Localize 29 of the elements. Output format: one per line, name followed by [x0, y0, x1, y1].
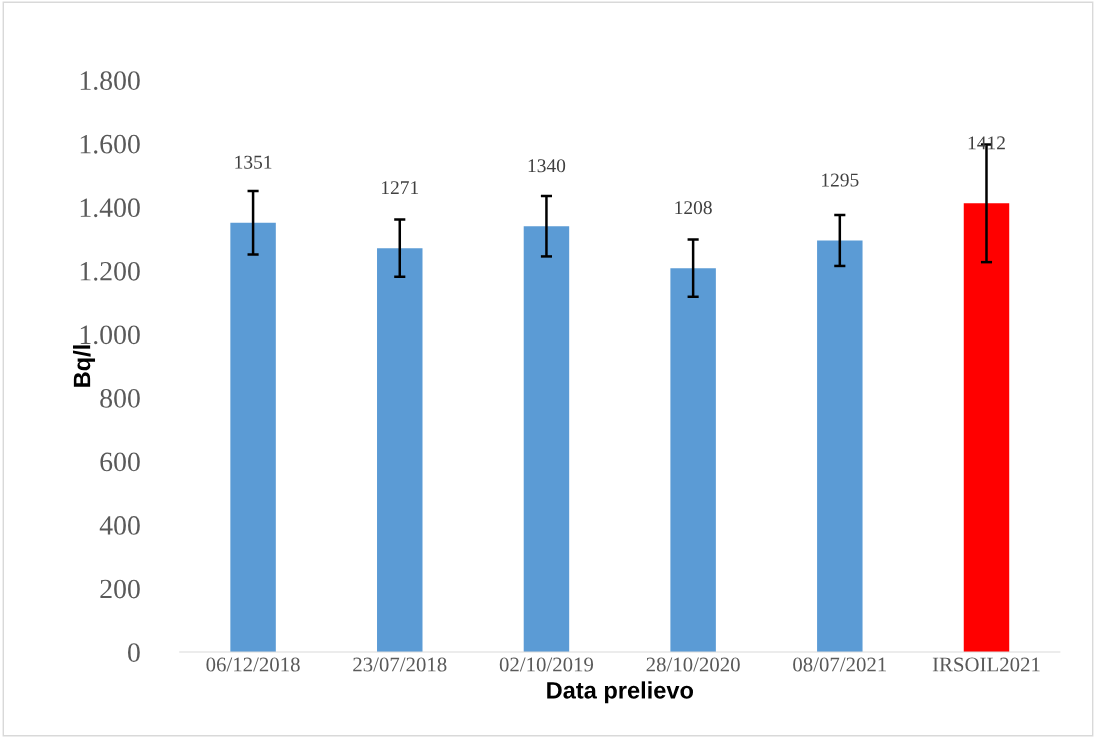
x-tick-label: 06/12/2018: [206, 657, 300, 672]
y-tick-label: 0: [128, 643, 140, 662]
x-tick-label: 02/10/2019: [499, 657, 594, 672]
y-tick-label: 1.200: [80, 261, 140, 281]
data-label: 1208: [675, 201, 712, 215]
bar: [670, 268, 716, 653]
x-tick-label: 28/10/2020: [646, 657, 740, 672]
data-label: 1295: [822, 173, 859, 187]
bar: [963, 203, 1010, 653]
y-axis-title: Bq/l: [73, 345, 96, 387]
y-tick-label: 1.000: [80, 325, 140, 345]
y-tick-label: 600: [100, 452, 140, 472]
bar: [377, 248, 423, 653]
y-tick-label: 1.600: [80, 134, 140, 154]
y-tick-label: 1.800: [80, 71, 140, 91]
y-tick-label: 800: [100, 388, 140, 408]
data-label: 1271: [382, 181, 419, 195]
bar: [230, 222, 276, 653]
x-tick-label: IRSOIL2021: [932, 657, 1040, 672]
y-tick-label: 400: [99, 516, 140, 535]
x-tick-label: 23/07/2018: [353, 657, 447, 672]
y-tick-label: 200: [100, 579, 140, 599]
data-label: 1340: [528, 159, 566, 173]
bar: [817, 240, 863, 653]
y-tick-label: 1.400: [80, 198, 140, 218]
bar: [523, 226, 570, 653]
data-label: 1351: [235, 155, 272, 169]
x-axis-title: Data prelievo: [547, 681, 694, 704]
x-tick-label: 08/07/2021: [793, 657, 887, 672]
